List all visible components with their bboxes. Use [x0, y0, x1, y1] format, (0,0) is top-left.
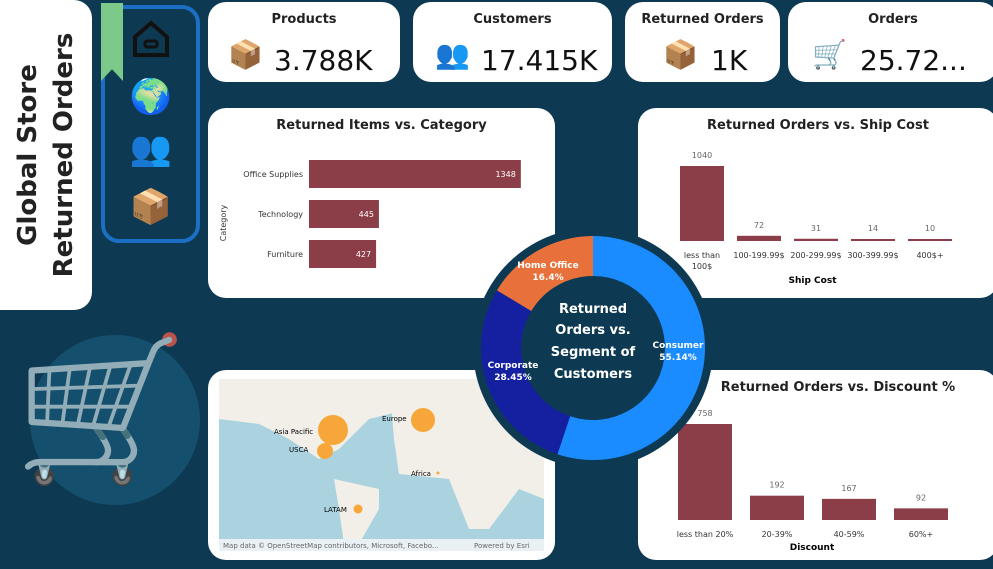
- slice-corporate[interactable]: [480, 290, 571, 455]
- bar-1[interactable]: [309, 200, 379, 228]
- slice-value: 28.45%: [494, 373, 532, 383]
- category-label: 40-59%: [834, 530, 865, 539]
- chart-title: Returned Orders vs. Discount %: [720, 380, 956, 395]
- navigation-panel: 🌍 👥 📦: [101, 3, 200, 243]
- bar-2[interactable]: [309, 240, 377, 268]
- category-label: 20-39%: [762, 530, 793, 539]
- kpi-value: 25.72...: [860, 44, 967, 77]
- data-label: 31: [811, 224, 821, 233]
- bar-0[interactable]: [678, 424, 732, 520]
- bubble-europe[interactable]: [411, 408, 435, 432]
- kpi-label: Products: [271, 12, 337, 27]
- slice-value: 16.4%: [532, 273, 563, 283]
- data-label: 445: [359, 210, 374, 219]
- data-label: 192: [769, 481, 784, 490]
- category-bar-chart: Category Office Supplies 1348 Technology 445…: [219, 160, 521, 268]
- map-label: Asia Pacific: [274, 428, 313, 436]
- kpi-returned-orders: Returned Orders 📦 1K: [625, 2, 780, 82]
- kpi-value: 1K: [711, 44, 748, 77]
- bubble-latam[interactable]: [353, 504, 363, 514]
- category-label: Technology: [257, 210, 303, 219]
- map-attribution: Map data © OpenStreetMap contributors, M…: [223, 542, 439, 550]
- x-axis-label: Ship Cost: [789, 276, 838, 286]
- home-icon[interactable]: [127, 19, 175, 63]
- discount-bar-chart: 758 less than 20% 192 20-39% 167 40-59% 92 60%+…: [677, 409, 948, 553]
- category-label: Furniture: [267, 250, 303, 259]
- bubble-asia-pacific[interactable]: [318, 415, 348, 445]
- data-label: 427: [356, 250, 371, 259]
- data-label: 758: [697, 409, 712, 418]
- map-label: USCA: [289, 446, 308, 454]
- data-label: 1348: [495, 170, 515, 179]
- data-label: 1040: [692, 151, 712, 160]
- y-axis-label: Category: [219, 204, 228, 241]
- bar-3[interactable]: [851, 239, 895, 241]
- return-box-icon: 📦: [663, 38, 698, 71]
- bar-0[interactable]: [680, 166, 724, 241]
- slice-consumer[interactable]: [557, 236, 705, 460]
- bar-2[interactable]: [794, 238, 838, 241]
- bar-3[interactable]: [894, 508, 948, 520]
- x-axis-label: Discount: [790, 543, 835, 553]
- data-label: 72: [754, 221, 764, 230]
- kpi-label: Customers: [473, 12, 552, 27]
- kpi-orders: Orders 🛒 25.72...: [788, 2, 993, 82]
- category-label: 300-399.99$: [847, 251, 898, 260]
- cart-illustration: [30, 335, 200, 505]
- data-label: 167: [841, 484, 856, 493]
- data-label: 14: [868, 224, 878, 233]
- map-powered-by: Powered by Esri: [474, 542, 530, 550]
- kpi-value: 3.788K: [274, 44, 373, 77]
- report-title-card: Global Store Returned Orders: [0, 0, 92, 310]
- map-label: LATAM: [324, 506, 347, 514]
- kpi-value: 17.415K: [481, 44, 598, 77]
- title-line1: Global Store: [13, 64, 43, 246]
- segment-donut-chart: Returned Orders vs. Segment of Customers Co…: [473, 228, 713, 468]
- bubble-africa[interactable]: [436, 471, 440, 475]
- category-label: Office Supplies: [243, 170, 303, 179]
- cart-check-icon: 🛒: [812, 38, 847, 71]
- slice-value: 55.14%: [659, 353, 697, 363]
- kpi-customers: Customers 👥 17.415K: [413, 2, 612, 82]
- kpi-products: Products 📦 3.788K: [208, 2, 400, 82]
- kpi-label: Orders: [868, 12, 918, 27]
- bar-1[interactable]: [750, 495, 804, 520]
- bar-0[interactable]: [309, 160, 521, 188]
- customers-icon: 👥: [435, 38, 470, 71]
- bar-4[interactable]: [908, 239, 952, 241]
- category-label: 100$: [692, 262, 712, 271]
- ship-cost-bar-chart: 1040 less than 100$ 72 100-199.99$ 31 200-299.…: [680, 151, 952, 286]
- team-icon[interactable]: 👥: [129, 129, 173, 169]
- category-label: 60%+: [909, 530, 933, 539]
- bookmark-icon: [101, 3, 123, 81]
- category-label: less than: [684, 251, 720, 260]
- slice-home-office[interactable]: [496, 236, 593, 311]
- category-label: 400$+: [916, 251, 943, 260]
- ship-cost-chart-card: Returned Orders vs. Ship Cost 1040 less t…: [638, 108, 993, 298]
- globe-map-icon[interactable]: 🌍: [129, 77, 173, 117]
- box-icon[interactable]: 📦: [129, 187, 173, 227]
- category-chart-card: Returned Items vs. Category Category Offi…: [208, 108, 555, 298]
- title-line2: Returned Orders: [49, 32, 79, 278]
- slice-label: Consumer: [653, 341, 704, 351]
- map-card: Map data © OpenStreetMap contributors, M…: [208, 370, 555, 560]
- chart-title: Returned Orders vs. Ship Cost: [707, 118, 929, 133]
- category-label: 100-199.99$: [733, 251, 784, 260]
- shopping-cart-icon: 🛒: [14, 328, 189, 491]
- slice-label: Home Office: [517, 261, 578, 271]
- map-label: Africa: [411, 470, 431, 478]
- bar-1[interactable]: [737, 235, 781, 241]
- boxes-icon: 📦: [228, 38, 263, 71]
- chart-title: Returned Items vs. Category: [276, 118, 487, 133]
- bar-2[interactable]: [822, 498, 876, 520]
- category-label: less than 20%: [677, 530, 734, 539]
- kpi-label: Returned Orders: [641, 12, 764, 27]
- slice-label: Corporate: [488, 361, 539, 371]
- map-label: Europe: [382, 415, 407, 423]
- data-label: 10: [925, 224, 935, 233]
- donut-center-title: Returned Orders vs. Segment of Customers: [551, 302, 636, 382]
- category-label: 200-299.99$: [790, 251, 841, 260]
- data-label: 92: [916, 493, 926, 502]
- bubble-usca[interactable]: [317, 443, 333, 459]
